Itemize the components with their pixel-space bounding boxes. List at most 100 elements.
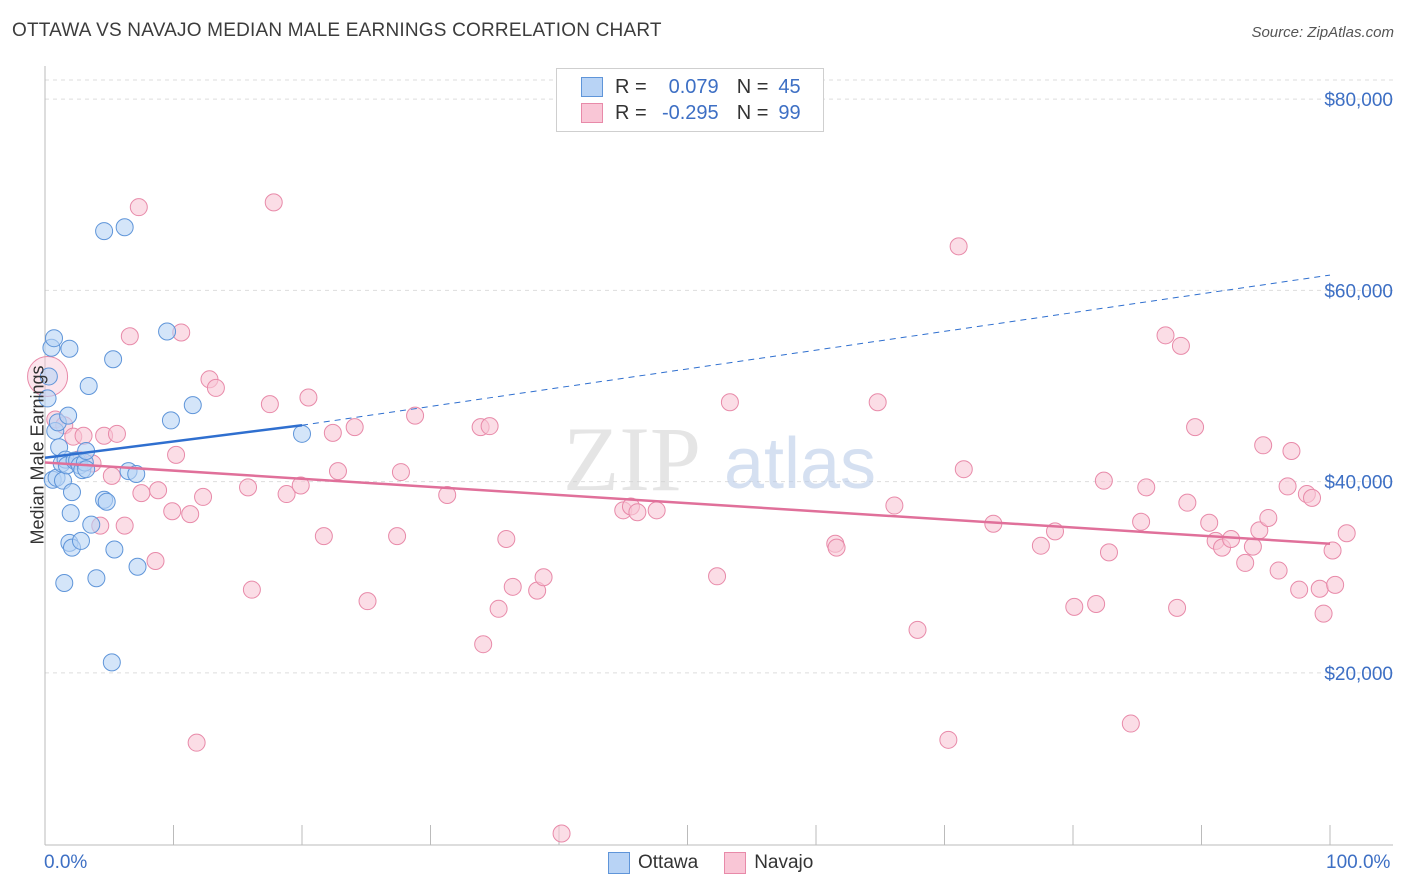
navajo-point — [1178, 493, 1197, 512]
navajo-point — [1132, 512, 1151, 531]
navajo-point — [187, 733, 206, 752]
ottawa-point — [77, 460, 96, 479]
ottawa-swatch — [581, 77, 603, 97]
ottawa-point — [87, 569, 106, 588]
watermark-zip: ZIP — [563, 408, 701, 510]
navajo-trend-line — [44, 461, 1331, 546]
ottawa-point — [183, 396, 202, 415]
navajo-point — [497, 530, 516, 548]
navajo-point — [1282, 442, 1301, 461]
navajo-point — [206, 378, 225, 397]
navajo-point — [1326, 575, 1345, 594]
navajo-point — [239, 478, 258, 497]
y-tick-label: $40,000 — [1324, 473, 1393, 494]
navajo-point — [720, 393, 739, 412]
navajo-point — [358, 592, 377, 611]
legend-navajo-n: 99 — [778, 101, 801, 124]
navajo-point — [260, 395, 279, 414]
navajo-point — [264, 193, 283, 212]
y-tick-label: $80,000 — [1324, 90, 1393, 111]
navajo-swatch — [581, 103, 603, 123]
legend-r-label: R = — [615, 75, 647, 98]
navajo-point — [1323, 541, 1342, 560]
legend-n-label: N = — [736, 101, 769, 124]
y-tick-label: $60,000 — [1324, 281, 1393, 302]
navajo-point — [503, 577, 522, 596]
navajo-point — [391, 463, 410, 482]
navajo-point — [1156, 326, 1175, 345]
ottawa-point — [82, 515, 101, 534]
navajo-point — [1168, 598, 1187, 617]
navajo-point — [1171, 336, 1190, 355]
navajo-point — [1236, 553, 1255, 572]
navajo-point — [1087, 595, 1106, 614]
navajo-point — [120, 327, 139, 346]
ottawa-point — [61, 504, 80, 523]
navajo-point — [534, 568, 553, 587]
navajo-point — [885, 496, 904, 515]
ottawa-point — [293, 424, 311, 443]
ottawa-point — [62, 483, 81, 502]
ottawa-point — [105, 540, 124, 559]
navajo-point — [291, 476, 310, 495]
navajo-point — [1254, 436, 1273, 455]
ottawa-point — [158, 322, 177, 341]
ottawa-point — [102, 653, 121, 672]
navajo-point — [129, 198, 148, 217]
navajo-point — [1303, 488, 1322, 507]
navajo-point — [552, 824, 571, 843]
legend-navajo-name: Navajo — [754, 852, 814, 873]
ottawa-point — [115, 218, 134, 237]
navajo-point — [647, 501, 666, 520]
legend-navajo-r: -0.295 — [661, 101, 719, 124]
navajo-point — [954, 460, 973, 479]
navajo-point — [299, 388, 318, 407]
navajo-point — [708, 567, 727, 586]
navajo-point — [115, 516, 134, 535]
navajo-point — [939, 730, 958, 749]
navajo-point — [628, 503, 647, 522]
legend-r-label: R = — [615, 101, 647, 124]
legend-n-label: N = — [736, 75, 769, 98]
ottawa-trend-extension — [301, 274, 1331, 426]
navajo-point — [908, 620, 927, 639]
ottawa-point — [38, 389, 57, 408]
navajo-point — [1065, 597, 1084, 616]
navajo-point — [1310, 579, 1329, 598]
legend-ottawa-n: 45 — [778, 75, 801, 98]
navajo-point — [345, 418, 364, 437]
legend-ottawa-name: Ottawa — [638, 852, 699, 873]
navajo-point — [1269, 561, 1288, 580]
navajo-point — [1243, 537, 1262, 556]
navajo-point — [1031, 536, 1050, 555]
navajo-legend-swatch — [724, 852, 747, 874]
ottawa-point — [44, 329, 63, 348]
navajo-point — [480, 417, 499, 436]
navajo-point — [1137, 478, 1156, 497]
navajo-point — [1186, 418, 1205, 437]
y-axis-title: Median Male Earnings — [27, 365, 48, 545]
navajo-point — [328, 462, 347, 481]
x-tick-label-max: 100.0% — [1326, 852, 1391, 873]
navajo-point — [1121, 714, 1140, 733]
navajo-point — [868, 393, 887, 412]
ottawa-point — [97, 492, 116, 511]
ottawa-point — [95, 222, 114, 241]
navajo-point — [1314, 604, 1333, 623]
navajo-point — [1099, 543, 1118, 562]
navajo-point — [474, 635, 493, 654]
navajo-point — [277, 485, 296, 504]
navajo-point — [949, 237, 968, 256]
ottawa-trend-line — [44, 423, 303, 459]
navajo-point — [438, 486, 457, 505]
series-legend: Ottawa Navajo — [608, 852, 813, 874]
ottawa-point — [161, 411, 180, 430]
ottawa-legend-swatch — [608, 852, 630, 874]
navajo-point — [323, 423, 342, 442]
navajo-point — [1259, 508, 1278, 527]
navajo-point — [1337, 524, 1356, 543]
ottawa-point — [59, 406, 78, 425]
y-tick-label: $20,000 — [1324, 664, 1393, 685]
navajo-point — [146, 551, 165, 570]
